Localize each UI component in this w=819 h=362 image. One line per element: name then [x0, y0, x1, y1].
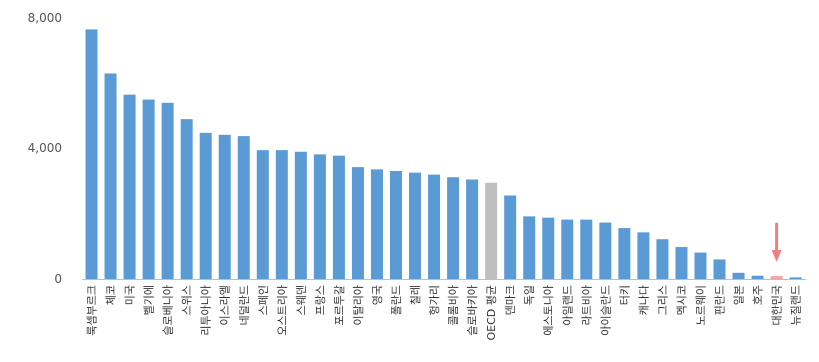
- category-label: 리투아니아: [200, 285, 213, 336]
- bar: [789, 277, 802, 279]
- bar: [85, 29, 98, 280]
- category-label: 아일랜드: [560, 285, 574, 325]
- bar: [732, 272, 745, 279]
- bar: [770, 276, 783, 279]
- y-tick-label: 4,000: [28, 141, 62, 155]
- category-label: 일본: [732, 285, 746, 305]
- category-label: 에스토니아: [542, 285, 555, 336]
- y-tick-label: 8,000: [28, 11, 62, 25]
- category-label: 벨기에: [143, 285, 156, 315]
- category-label: 슬로베니아: [162, 285, 175, 336]
- category-label: 캐나다: [637, 285, 650, 315]
- category-label: 노르웨이: [694, 285, 707, 325]
- bar: [428, 174, 441, 279]
- category-label: OECD 평균: [485, 285, 498, 341]
- category-label: 폴란드: [390, 285, 403, 315]
- bar: [580, 219, 593, 279]
- bar: [256, 150, 269, 279]
- bar: [599, 222, 612, 279]
- bar: [751, 275, 764, 279]
- category-label: 룩셈부르크: [86, 285, 99, 336]
- bar: [294, 151, 307, 279]
- bar: [466, 179, 479, 279]
- bar: [656, 239, 669, 279]
- bar: [409, 172, 422, 279]
- bar: [332, 155, 345, 279]
- category-label: 덴마크: [504, 285, 517, 315]
- category-label: 이탈리아: [352, 285, 365, 325]
- category-label: 멕시코: [675, 285, 688, 315]
- bar: [618, 228, 631, 279]
- category-label: 프랑스: [314, 285, 327, 315]
- bar: [351, 167, 364, 279]
- category-label: 스페인: [257, 285, 270, 315]
- bar: [313, 154, 326, 279]
- bar: [694, 252, 707, 279]
- bar: [447, 177, 460, 279]
- annotation-group: [771, 222, 782, 262]
- category-label: 핀란드: [714, 285, 727, 315]
- category-label: 콜롬비아: [447, 285, 460, 325]
- category-label: 체코: [105, 285, 118, 305]
- category-label: 터키: [618, 285, 631, 305]
- bar: [485, 182, 498, 279]
- bar: [561, 219, 574, 279]
- bar: [142, 99, 155, 279]
- bar: [237, 136, 250, 279]
- category-label: 헝가리: [428, 285, 441, 315]
- category-label: 오스트리아: [276, 285, 289, 336]
- category-label: 미국: [124, 285, 137, 305]
- category-label: 아이슬란드: [599, 285, 612, 336]
- category-label: 스웨덴: [295, 285, 308, 315]
- category-label: 포르투갈: [332, 285, 346, 325]
- category-label: 뉴질랜드: [790, 285, 803, 325]
- bar: [370, 169, 383, 279]
- bar: [542, 217, 555, 279]
- bar: [218, 134, 231, 279]
- category-label: 대한민국: [771, 285, 784, 325]
- bar: [199, 132, 212, 279]
- category-label: 독일: [522, 285, 536, 305]
- category-label: 칠레: [409, 285, 422, 305]
- category-labels: 룩셈부르크 체코 미국 벨기에 슬로베니아 스위스 리투아니아 이스라엘 네덜란드 스페인 오스트리…: [86, 285, 803, 341]
- bars-group: [85, 29, 802, 280]
- bar: [390, 171, 402, 279]
- bar: [104, 73, 117, 280]
- bar: [504, 195, 517, 279]
- bar: [523, 216, 536, 279]
- category-label: 네덜란드: [238, 285, 251, 325]
- bar: [123, 94, 136, 279]
- category-label: 라트비아: [580, 285, 593, 325]
- y-axis: 8,000 4,000 0: [28, 11, 62, 286]
- category-label: 스위스: [181, 285, 194, 315]
- bar: [275, 150, 288, 279]
- bar: [637, 232, 650, 279]
- category-label: 그리스: [656, 285, 669, 315]
- category-label: 이스라엘: [219, 285, 232, 325]
- bar: [161, 102, 174, 279]
- arrow-head: [771, 250, 782, 262]
- bar: [675, 247, 688, 279]
- bar: [180, 119, 193, 279]
- y-tick-label: 0: [54, 272, 62, 286]
- category-label: 호주: [752, 285, 765, 305]
- category-label: 슬로바키아: [466, 285, 479, 336]
- bar: [713, 259, 726, 279]
- category-label: 영국: [371, 285, 384, 305]
